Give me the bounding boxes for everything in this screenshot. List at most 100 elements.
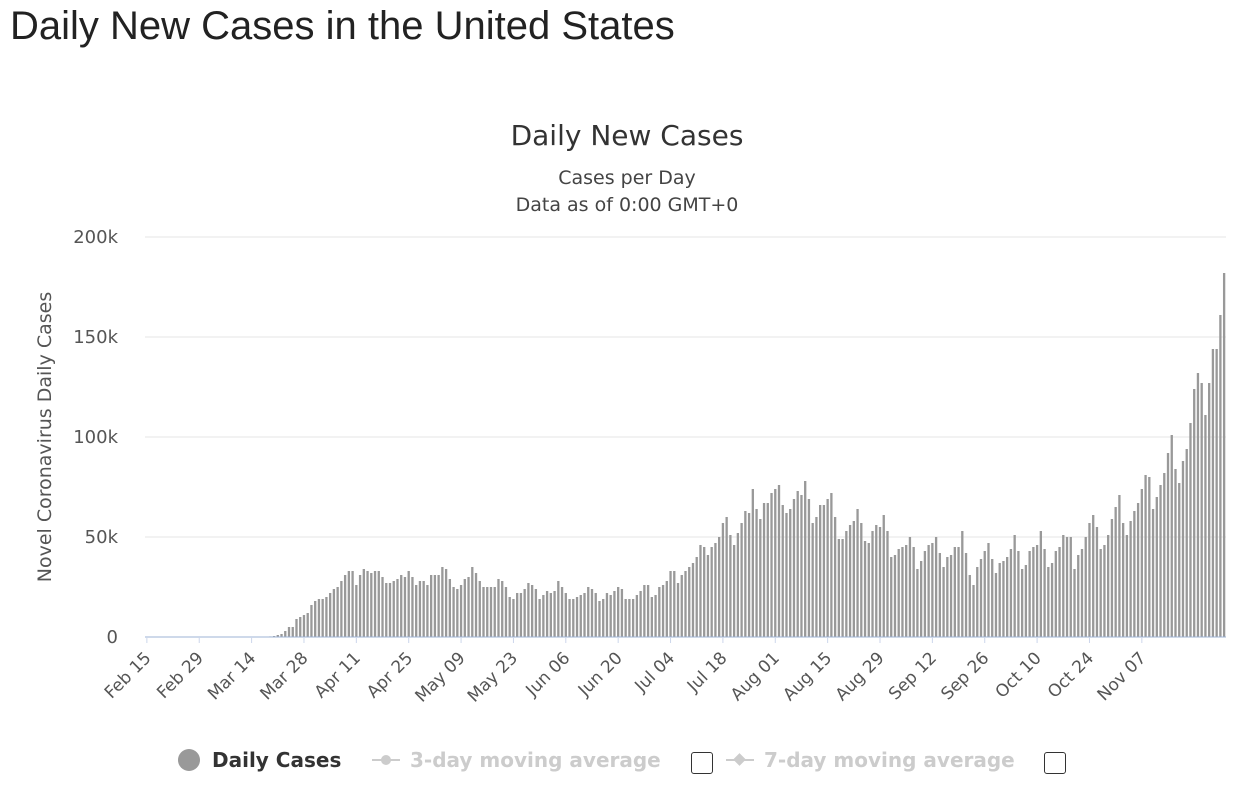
bar [976,567,979,637]
bar [837,539,841,637]
bar [512,599,515,637]
bar [1178,483,1181,637]
bar [845,531,848,637]
bar [433,575,437,637]
bar [306,613,309,637]
bar [1215,349,1218,637]
x-tick-label: Apr 11 [311,648,365,702]
bar [691,563,695,637]
diamond-marker-icon [726,753,754,767]
bar [617,587,620,637]
bar [557,581,560,637]
legend-item-3-day-average[interactable]: 3-day moving average [372,738,661,782]
bar [871,531,874,637]
bar [276,635,279,637]
bar [1073,569,1076,637]
bar [781,505,784,637]
x-tick-label: May 23 [464,648,522,706]
bar [710,547,713,637]
bar [605,593,609,637]
bar [732,545,736,637]
bar [1103,545,1106,637]
bar [291,627,294,637]
bar [385,583,388,637]
bar [646,585,650,637]
bar [579,595,582,637]
bar [905,545,908,637]
bar [542,595,545,637]
legend-item-daily-cases[interactable]: Daily Cases [178,738,341,782]
bar [1110,519,1114,637]
bar [381,577,384,637]
bar [972,585,975,637]
x-tick-label: Feb 29 [153,648,208,703]
bar [897,549,900,637]
bar [755,509,758,637]
bar [560,587,564,637]
bar [777,485,781,637]
bar [373,571,377,637]
bar [860,523,863,637]
bar [444,569,448,637]
bar [441,567,444,637]
bar [796,491,799,637]
bar [1065,537,1069,637]
bar [804,481,807,637]
bar [493,587,496,637]
bar [1166,453,1170,637]
bar [961,531,964,637]
bar [1028,551,1031,637]
bar [613,591,616,637]
bar [310,605,313,637]
bar [721,523,725,637]
bar [979,559,983,637]
bar [501,581,504,637]
bar [729,535,732,637]
bar [744,511,747,637]
bar [684,571,687,637]
bar [968,575,971,637]
bar [590,589,594,637]
bar [523,589,526,637]
bar [407,571,410,637]
bar [1204,415,1207,637]
bar [538,599,541,637]
legend-label-daily-cases: Daily Cases [212,748,342,772]
bar [1039,531,1043,637]
bar [459,585,463,637]
bar [628,599,631,637]
bar [545,591,549,637]
bar [594,593,597,637]
3-day-average-checkbox[interactable] [691,752,713,774]
bar [699,545,702,637]
bar [867,543,870,637]
bar [362,569,365,637]
bar [635,595,639,637]
bar [650,597,653,637]
legend-item-7-day-average[interactable]: 7-day moving average [726,738,1015,782]
bar [497,579,500,637]
bar [953,547,956,637]
bar [766,503,769,637]
bar [620,589,624,637]
x-tick-label: Jul 04 [631,648,679,696]
bar [938,553,942,637]
bar [927,545,930,637]
bar [1151,509,1155,637]
bar [471,567,474,637]
bar [1136,503,1140,637]
bar [1009,549,1013,637]
bar [280,634,283,637]
7-day-average-checkbox[interactable] [1044,752,1066,774]
bar [553,591,556,637]
bar [426,585,429,637]
bar [875,525,878,637]
bar [1088,523,1091,637]
bar [1222,273,1226,637]
bar [508,597,511,637]
bar [714,543,717,637]
bar [549,593,552,637]
bar [1129,521,1132,637]
bar [299,617,302,637]
